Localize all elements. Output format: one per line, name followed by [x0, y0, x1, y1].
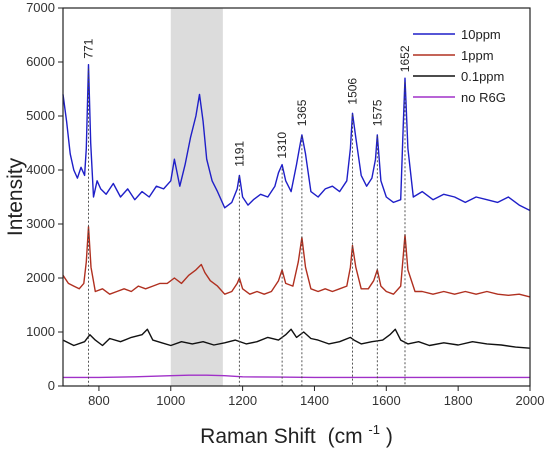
legend-label-3: no R6G [461, 90, 506, 105]
y-tick-label-5: 5000 [26, 108, 55, 123]
series-line-2 [62, 328, 531, 349]
x-axis-title-unit: (cm [328, 425, 363, 448]
plot-frame [62, 7, 531, 387]
x-tick-label-4: 1600 [372, 393, 401, 408]
peak-label-3: 1365 [295, 99, 309, 126]
x-tick-label-6: 2000 [516, 393, 545, 408]
legend-label-0: 10ppm [461, 27, 501, 42]
legend-label-2: 0.1ppm [461, 69, 504, 84]
x-tick-label-0: 800 [88, 393, 110, 408]
peak-label-4: 1506 [346, 78, 360, 105]
peak-label-5: 1575 [370, 99, 384, 126]
x-axis-title-unit-end: ) [386, 425, 393, 448]
x-axis-title: Raman Shift (cm -1 ) [200, 416, 393, 448]
y-tick-label-6: 6000 [26, 54, 55, 69]
peak-label-6: 1652 [398, 45, 412, 72]
x-axis-title-superscript: -1 [368, 422, 380, 437]
y-tick-label-4: 4000 [26, 162, 55, 177]
x-tick-label-3: 1400 [300, 393, 329, 408]
y-axis-title: Intensity [4, 157, 27, 236]
y-tick-label-3: 3000 [26, 216, 55, 231]
legend: 10ppm 1ppm 0.1ppm no R6G [413, 27, 506, 105]
peak-marker-layer: 771 1191 1310 1365 1506 1575 1652 [82, 38, 412, 386]
series-layer [62, 63, 531, 379]
x-tick-label-1: 1000 [156, 393, 185, 408]
x-axis-title-main: Raman Shift [200, 425, 316, 448]
peak-label-0: 771 [82, 38, 96, 58]
y-tick-label-7: 7000 [26, 0, 55, 15]
y-tick-label-1: 1000 [26, 324, 55, 339]
series-line-0 [62, 63, 531, 212]
series-line-3 [63, 374, 530, 379]
shaded-region [170, 8, 223, 386]
series-line-1 [62, 225, 531, 298]
peak-label-1: 1191 [232, 141, 246, 167]
peak-label-2: 1310 [275, 132, 289, 159]
tick-layer: 800 1000 1200 1400 1600 1800 2000 0 1000 2000 3000… [26, 0, 544, 408]
x-tick-label-2: 1200 [228, 393, 257, 408]
legend-label-1: 1ppm [461, 48, 494, 63]
x-tick-label-5: 1800 [444, 393, 473, 408]
y-tick-label-0: 0 [48, 378, 55, 393]
y-tick-label-2: 2000 [26, 270, 55, 285]
